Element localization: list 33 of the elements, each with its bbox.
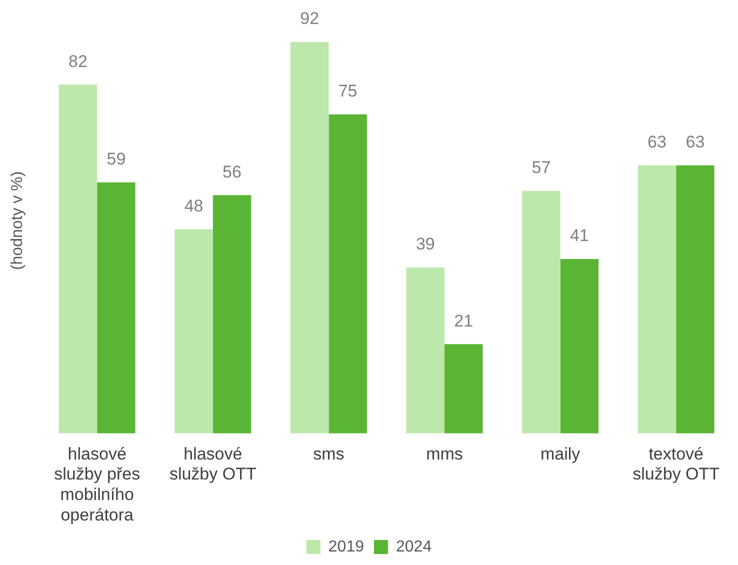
data-label: 39: [416, 234, 435, 254]
bar: [406, 267, 444, 434]
data-label: 21: [454, 311, 474, 330]
bar: [58, 84, 98, 434]
data-label: 56: [222, 162, 242, 182]
data-label: 48: [184, 196, 204, 216]
bar: [290, 42, 329, 434]
bar: [328, 114, 367, 434]
x-tick-label: maily: [540, 444, 581, 464]
bar: [444, 344, 483, 434]
bar: [212, 195, 252, 434]
bar: [97, 182, 136, 434]
legend-label: 2024: [396, 538, 432, 556]
x-tick-label: mms: [426, 444, 463, 464]
x-tick-label: hlasové služby přes mobilního operátora: [54, 444, 140, 524]
data-label: 57: [532, 158, 551, 178]
bar: [174, 229, 213, 434]
x-tick-label: hlasové služby OTT: [169, 444, 256, 484]
x-tick-label: textové služby OTT: [632, 444, 720, 484]
data-label: 63: [686, 132, 705, 152]
x-tick-label: sms: [313, 444, 344, 464]
bar: [638, 165, 676, 434]
data-label: 63: [648, 132, 666, 152]
bar: [676, 165, 714, 434]
bar: [522, 190, 560, 434]
bar: [560, 258, 599, 434]
legend-label: 2019: [328, 538, 364, 556]
data-label: 92: [300, 9, 320, 28]
data-label: 75: [338, 82, 358, 101]
data-label: 59: [106, 150, 126, 169]
data-label: 41: [570, 226, 589, 246]
y-axis-title: (hodnoty v %): [9, 171, 26, 270]
data-label: 82: [68, 52, 88, 71]
